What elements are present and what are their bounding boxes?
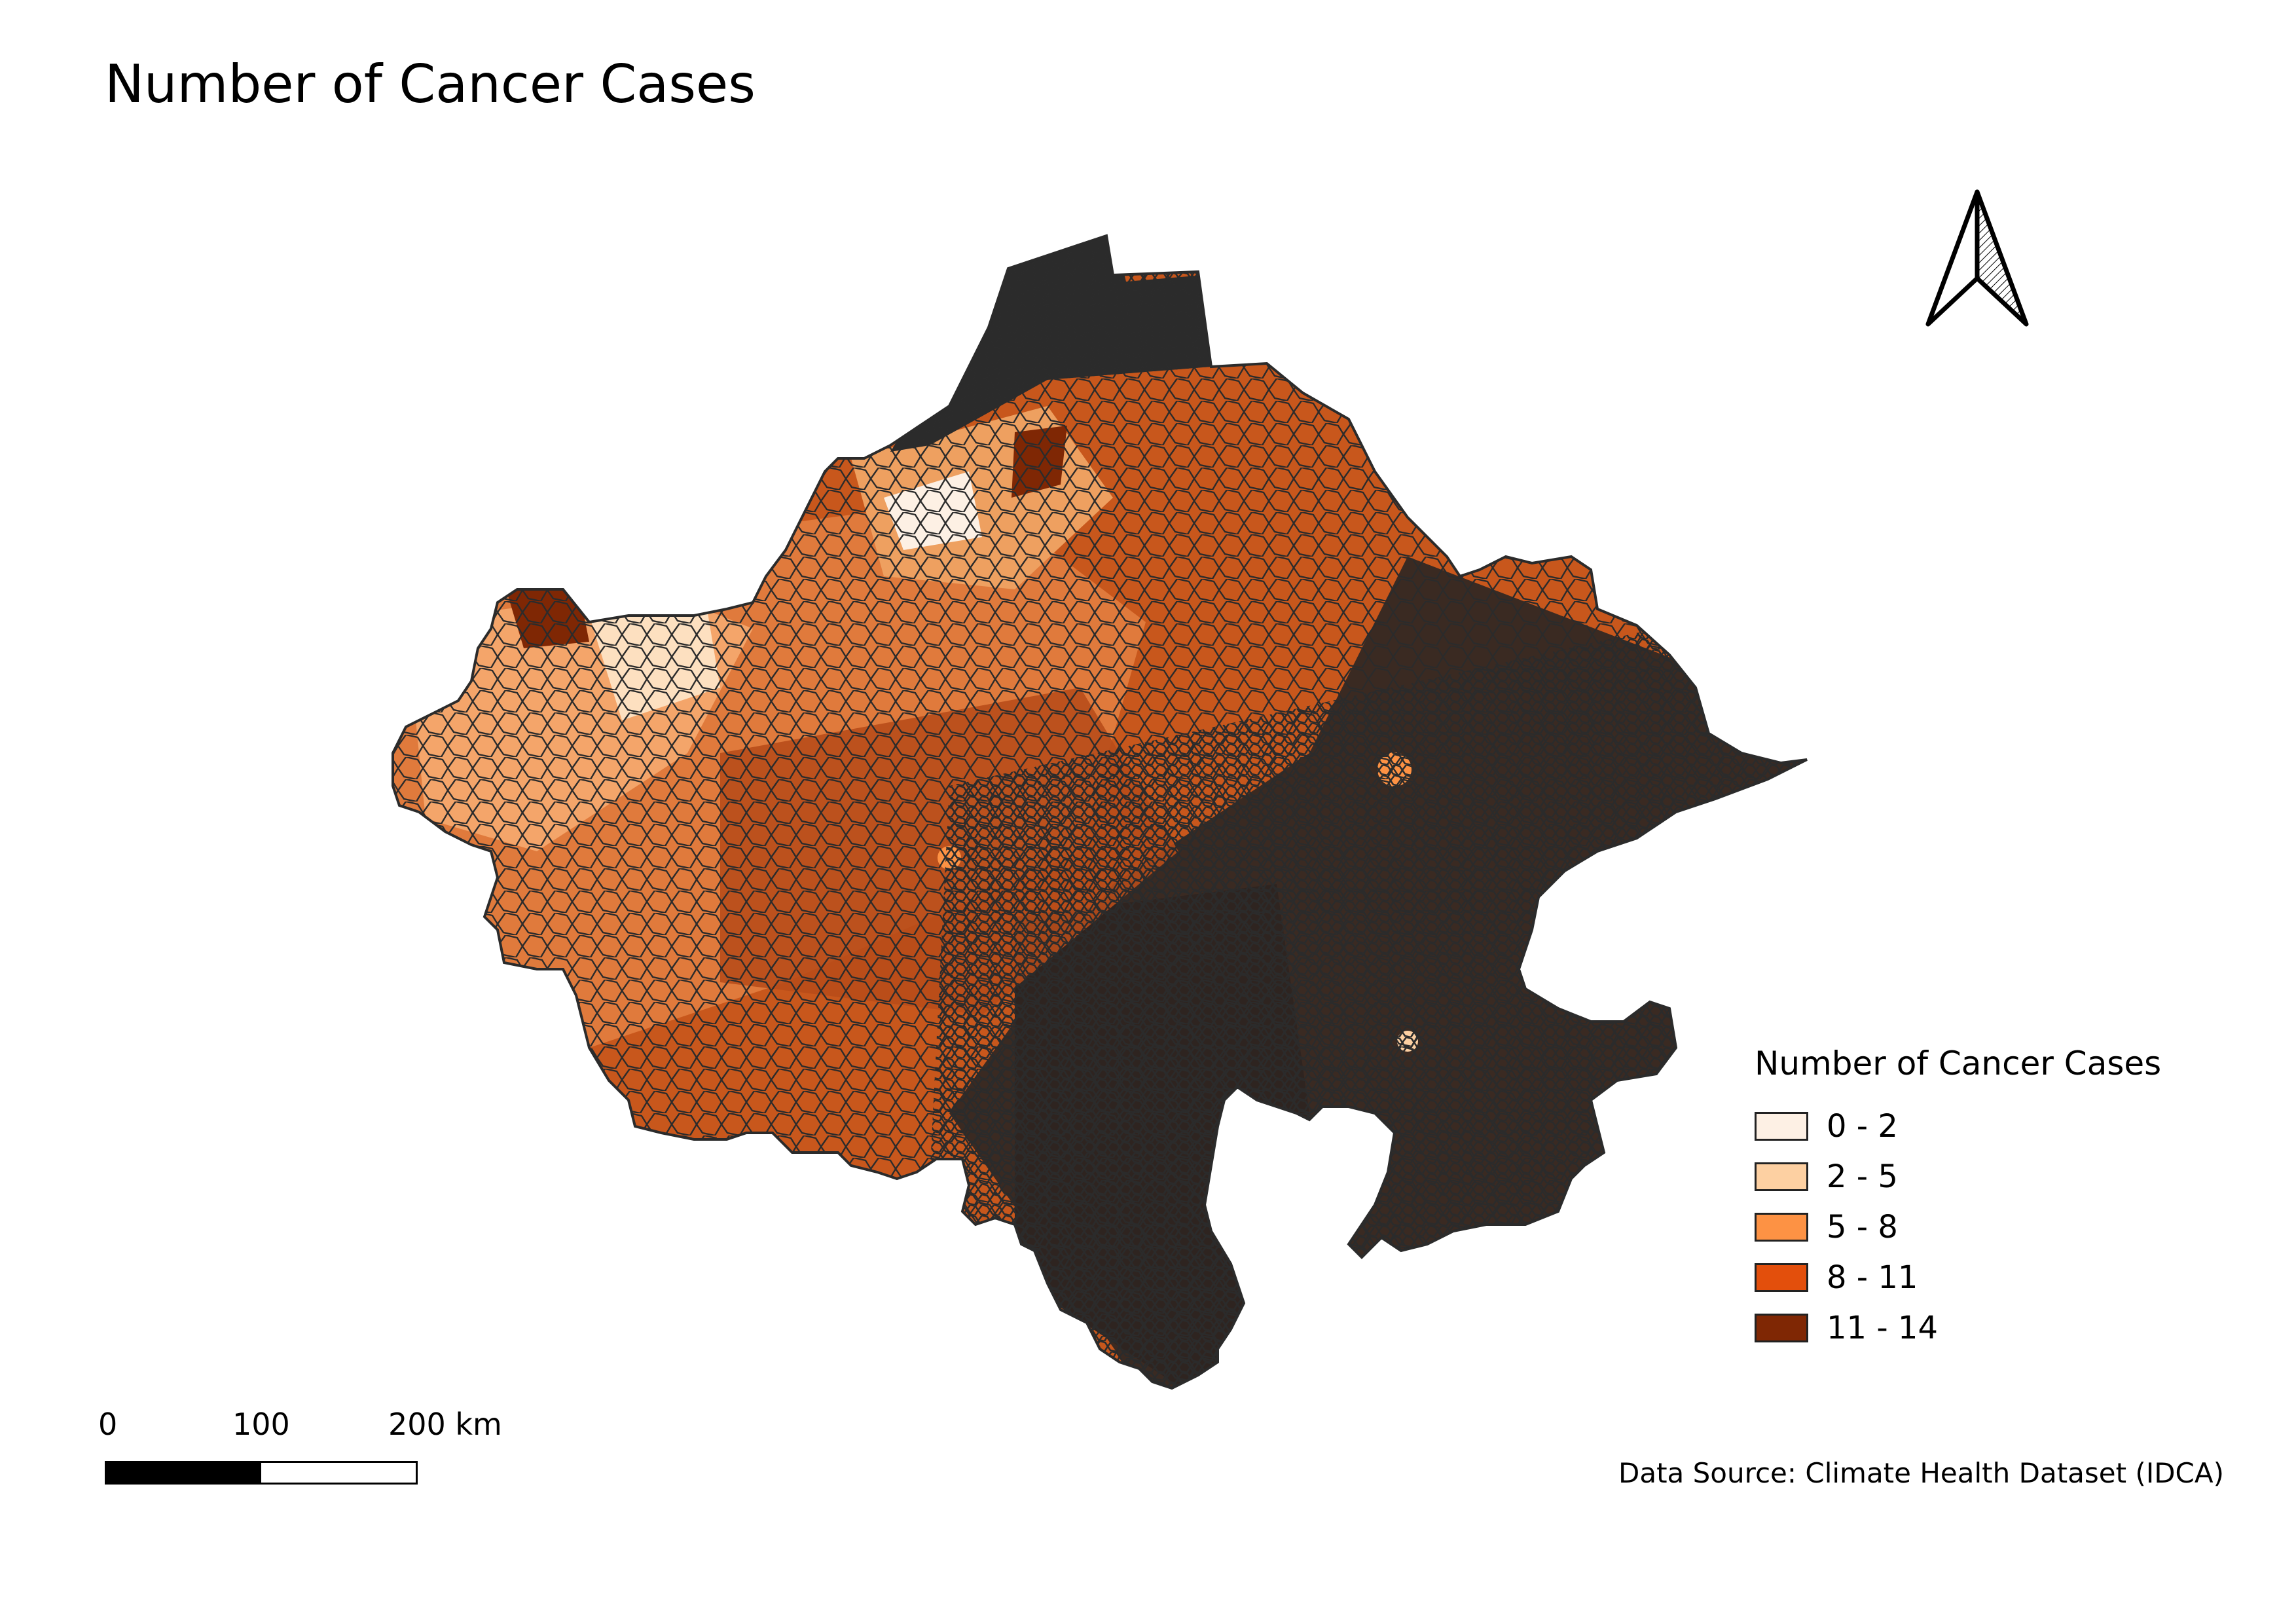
legend-label: 5 - 8 xyxy=(1827,1208,1898,1246)
legend-label: 11 - 14 xyxy=(1827,1309,1938,1346)
legend-swatch xyxy=(1755,1162,1808,1191)
legend-item: 5 - 8 xyxy=(1755,1202,2147,1252)
scale-label-100: 100 xyxy=(232,1407,290,1442)
scale-segment-white xyxy=(261,1463,416,1483)
legend-items: 0 - 2 2 - 5 5 - 8 8 - 11 11 - 14 xyxy=(1755,1101,2147,1353)
scale-label-0: 0 xyxy=(98,1407,118,1442)
legend-label: 0 - 2 xyxy=(1827,1107,1898,1145)
scale-segment-black xyxy=(107,1463,261,1483)
scale-bar-track xyxy=(105,1461,418,1485)
legend-swatch xyxy=(1755,1111,1808,1141)
scale-bar: 0 100 200 km xyxy=(98,1407,502,1498)
legend-title: Number of Cancer Cases xyxy=(1755,1044,2162,1082)
legend-item: 0 - 2 xyxy=(1755,1101,2147,1151)
legend-item: 8 - 11 xyxy=(1755,1252,2147,1302)
map-regions xyxy=(393,236,1807,1388)
scale-label-200: 200 km xyxy=(388,1407,502,1442)
data-source-credit: Data Source: Climate Health Dataset (IDC… xyxy=(1618,1457,2224,1489)
legend-item: 11 - 14 xyxy=(1755,1302,2147,1353)
legend-swatch xyxy=(1755,1313,1808,1342)
legend-swatch xyxy=(1755,1263,1808,1292)
map-legend: Number of Cancer Cases 0 - 2 2 - 5 5 - 8… xyxy=(1755,1044,2162,1353)
map-title: Number of Cancer Cases xyxy=(105,54,756,115)
north-arrow-icon xyxy=(1925,189,2029,327)
legend-label: 2 - 5 xyxy=(1827,1158,1898,1195)
legend-swatch xyxy=(1755,1212,1808,1242)
legend-label: 8 - 11 xyxy=(1827,1259,1918,1296)
legend-item: 2 - 5 xyxy=(1755,1151,2147,1202)
